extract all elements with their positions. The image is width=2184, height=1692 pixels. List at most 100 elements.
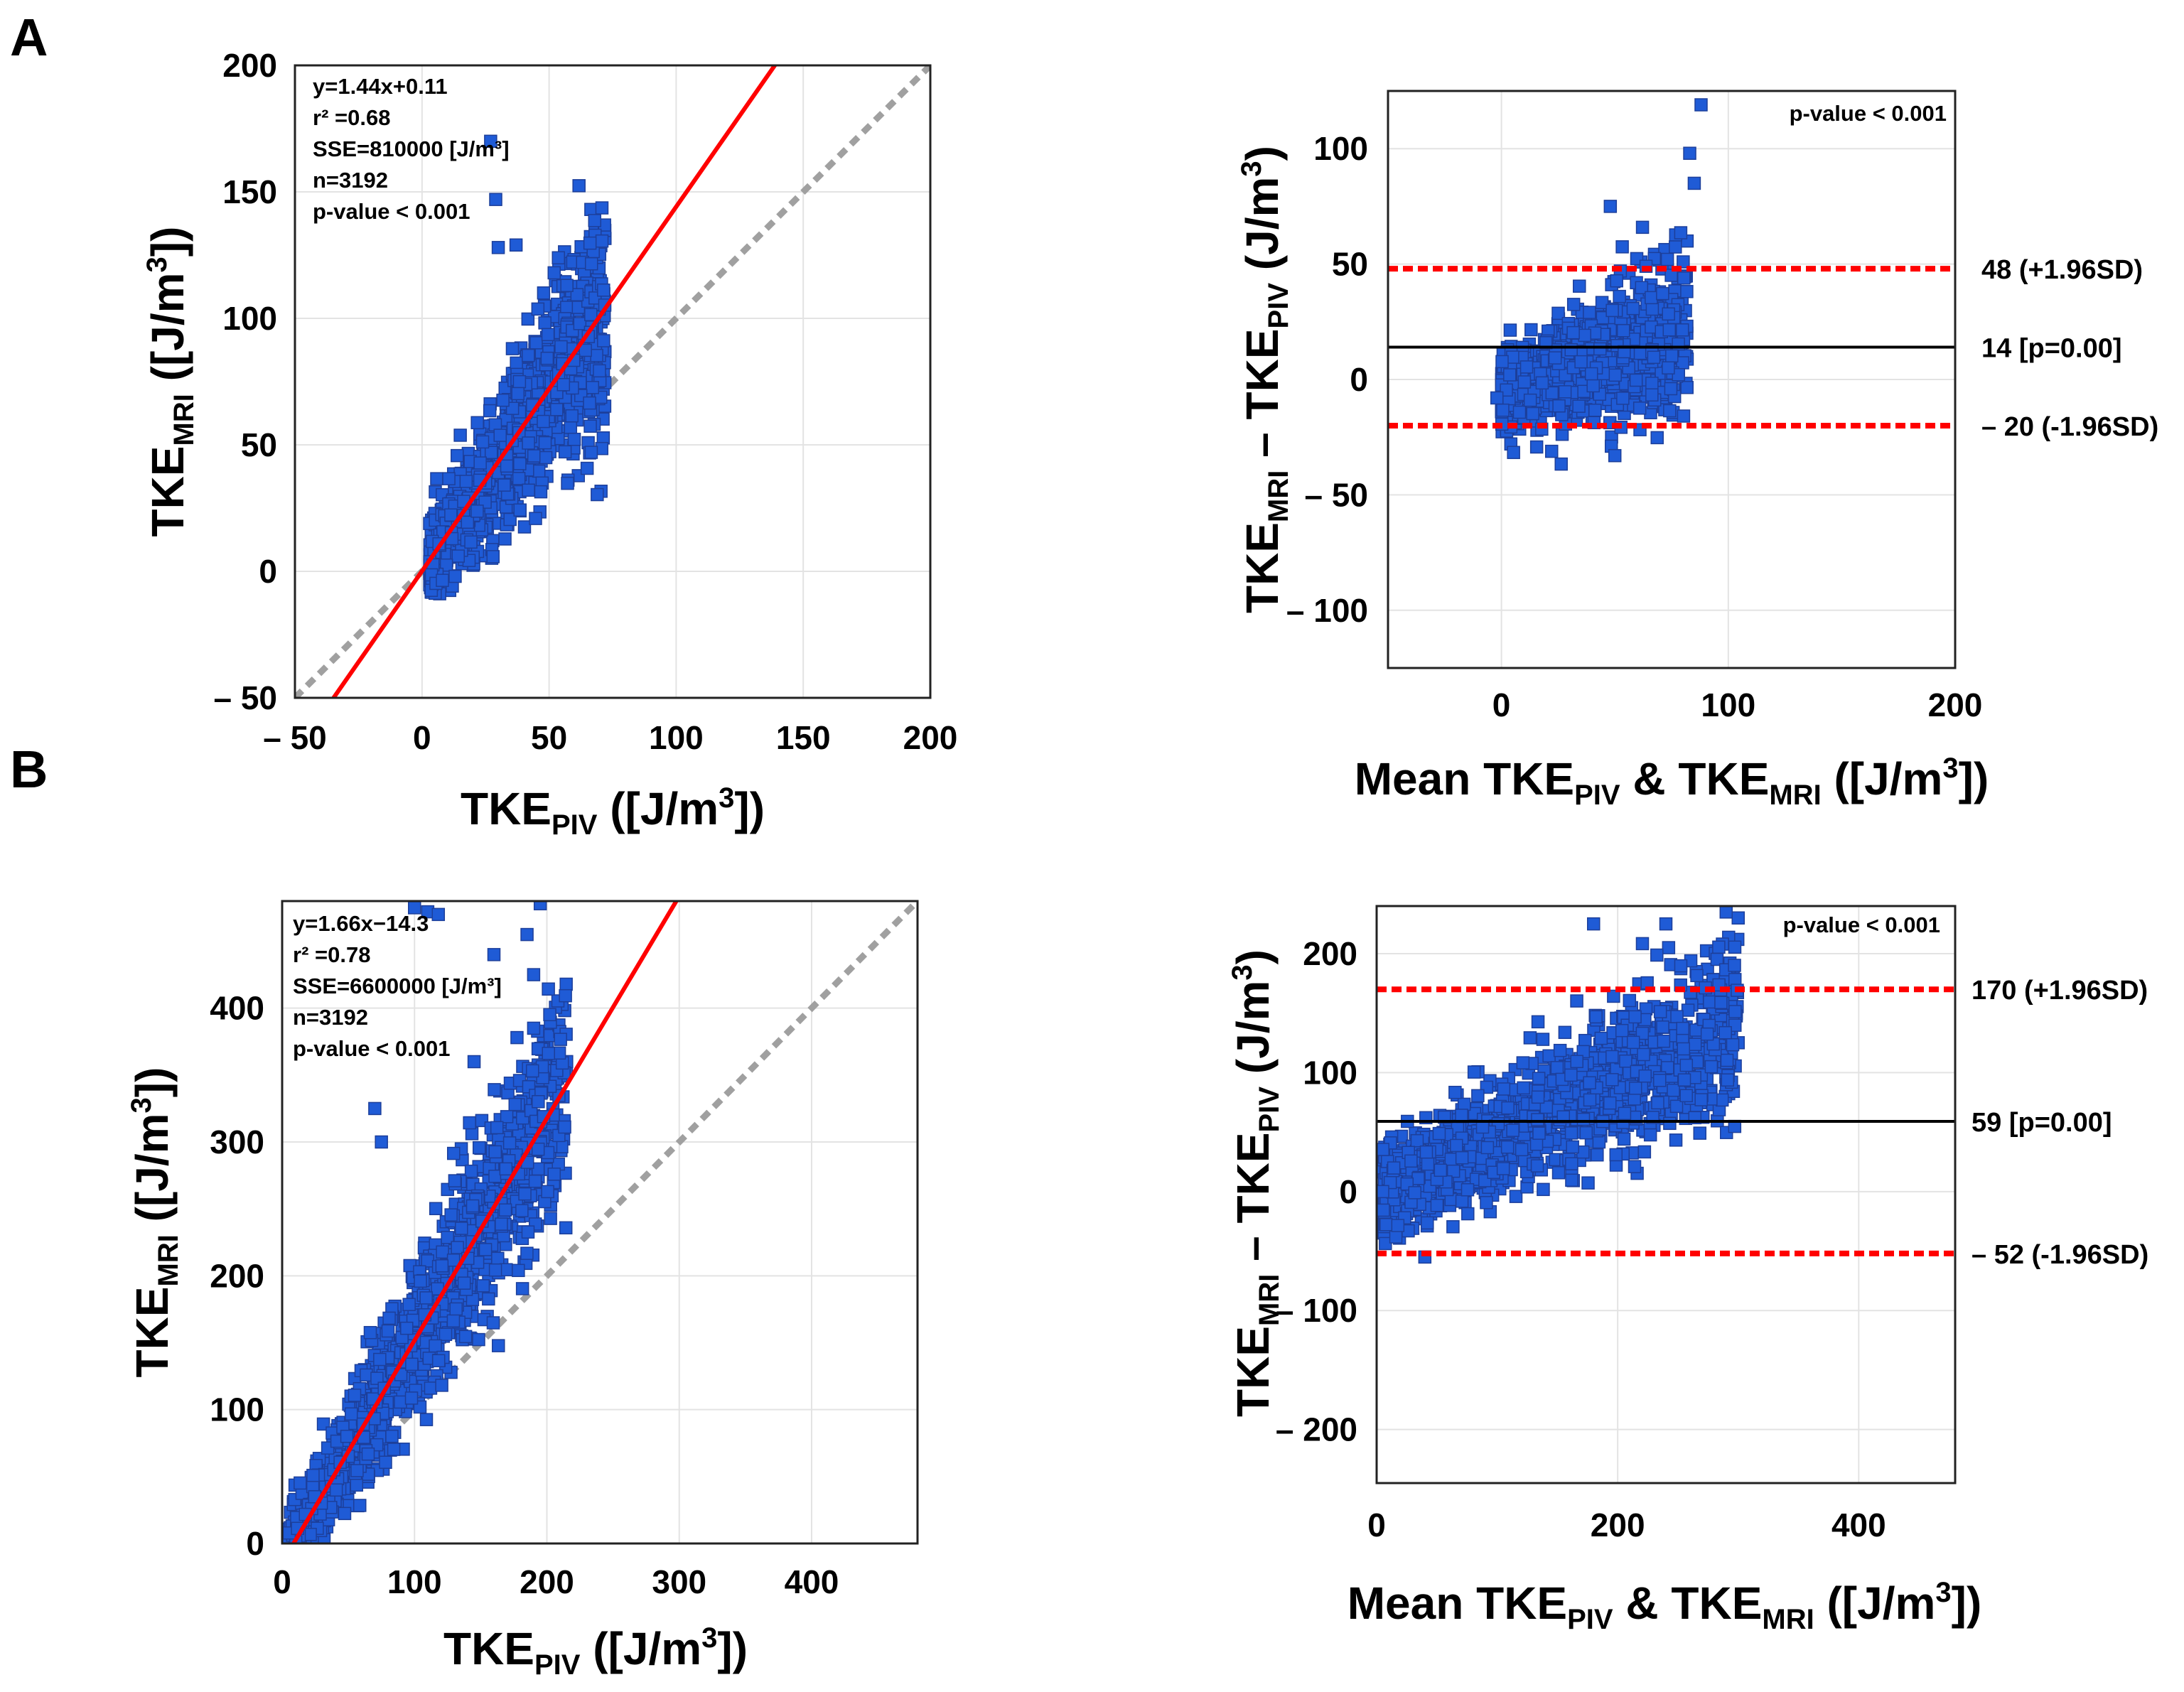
outlier-point — [1587, 917, 1601, 931]
data-point — [1677, 271, 1691, 285]
data-point — [1531, 1015, 1545, 1029]
data-point — [503, 512, 517, 527]
data-point — [1715, 1093, 1729, 1107]
data-point — [1480, 1196, 1493, 1209]
x-tick-label: 0 — [1492, 686, 1511, 723]
x-axis-label: Mean TKEPIV & TKEMRI ([J/m3]) — [1347, 1577, 1982, 1635]
data-point — [591, 487, 604, 502]
data-point — [431, 1354, 446, 1368]
data-point — [499, 1162, 513, 1176]
data-point — [1500, 1140, 1515, 1154]
annotation-line: n=3192 — [293, 1005, 368, 1030]
regression-line — [291, 901, 679, 1543]
y-tick-label: 200 — [1303, 935, 1357, 972]
data-point — [439, 1327, 453, 1342]
data-point — [508, 1097, 522, 1111]
data-point — [522, 348, 535, 362]
data-point — [1661, 1061, 1674, 1074]
data-point — [294, 1476, 307, 1490]
x-axis-label: TKEPIV ([J/m3]) — [461, 782, 765, 841]
data-point — [552, 1046, 566, 1060]
y-label-main: TKE — [127, 1286, 178, 1377]
data-point — [520, 1246, 534, 1260]
data-point — [572, 179, 586, 193]
x-tick-label: 200 — [520, 1563, 574, 1600]
data-point — [429, 1339, 442, 1353]
data-point — [1628, 1010, 1642, 1024]
y-tick-label: – 50 — [213, 679, 277, 716]
data-point — [1565, 1157, 1578, 1170]
data-point — [497, 478, 511, 492]
data-point — [1391, 1219, 1405, 1232]
data-point — [455, 1222, 468, 1235]
y-tick-label: 100 — [1303, 1054, 1357, 1091]
data-point — [1566, 298, 1581, 311]
data-point — [1545, 444, 1559, 458]
x-label-tail: ([J/m — [580, 1623, 701, 1674]
y-tick-label: 150 — [222, 173, 277, 210]
data-point — [1573, 279, 1586, 293]
y-axis-label: TKEMRI ([J/m3]) — [126, 1067, 184, 1378]
data-point — [1680, 381, 1694, 394]
data-point — [1633, 346, 1647, 360]
identity-line — [295, 65, 930, 698]
data-point — [584, 203, 598, 216]
data-point — [1517, 375, 1532, 389]
points-layer — [1490, 98, 1708, 471]
p-value-annotation: p-value < 0.001 — [1790, 101, 1947, 126]
data-point — [540, 351, 554, 365]
data-point — [419, 1291, 433, 1305]
y-tick-label: – 100 — [1276, 1292, 1357, 1329]
data-point — [532, 1095, 545, 1109]
outlier-point — [560, 279, 574, 292]
data-point — [1570, 994, 1583, 1008]
data-point — [472, 1332, 485, 1347]
data-point — [1503, 368, 1517, 382]
outlier-point — [489, 193, 502, 206]
data-point — [1480, 1141, 1495, 1155]
data-point — [531, 302, 545, 316]
data-point — [1675, 323, 1689, 337]
data-point — [537, 286, 551, 300]
data-point — [1616, 324, 1630, 338]
data-point — [1718, 1025, 1732, 1040]
data-point — [451, 549, 465, 563]
data-point — [1669, 1099, 1684, 1114]
data-point — [1663, 1116, 1677, 1131]
data-point — [400, 1321, 414, 1335]
data-point — [1455, 1109, 1468, 1122]
data-point — [1581, 1176, 1595, 1190]
x-label-sub: PIV — [552, 809, 598, 841]
data-point — [1594, 1031, 1608, 1045]
panel-label-a: A — [10, 8, 48, 67]
x-axis-label: Mean TKEPIV & TKEMRI ([J/m3]) — [1355, 753, 1989, 811]
y-label-sup: 3 — [1236, 161, 1267, 176]
data-point — [483, 404, 497, 418]
x-label-sub: PIV — [1567, 1604, 1613, 1635]
data-point — [579, 343, 592, 357]
data-point — [1635, 220, 1650, 235]
y-label-sub: MRI — [153, 1234, 184, 1286]
data-point — [515, 1204, 529, 1217]
y-label-end: ]) — [142, 227, 193, 257]
data-point — [1618, 1106, 1632, 1121]
data-point — [1664, 269, 1678, 282]
data-point — [453, 429, 467, 442]
data-point — [1574, 355, 1588, 369]
data-point — [1721, 1073, 1735, 1087]
y-tick-label: 200 — [210, 1257, 264, 1294]
data-point — [448, 1174, 462, 1187]
data-point — [1411, 1172, 1425, 1185]
data-point — [510, 1030, 524, 1045]
data-point — [1512, 405, 1527, 419]
plot-frame — [1375, 905, 1957, 1484]
data-point — [1497, 1082, 1511, 1096]
x-tick-label: 200 — [903, 719, 958, 756]
data-point — [1643, 1128, 1657, 1142]
data-point — [521, 312, 535, 326]
data-point — [387, 1443, 401, 1456]
